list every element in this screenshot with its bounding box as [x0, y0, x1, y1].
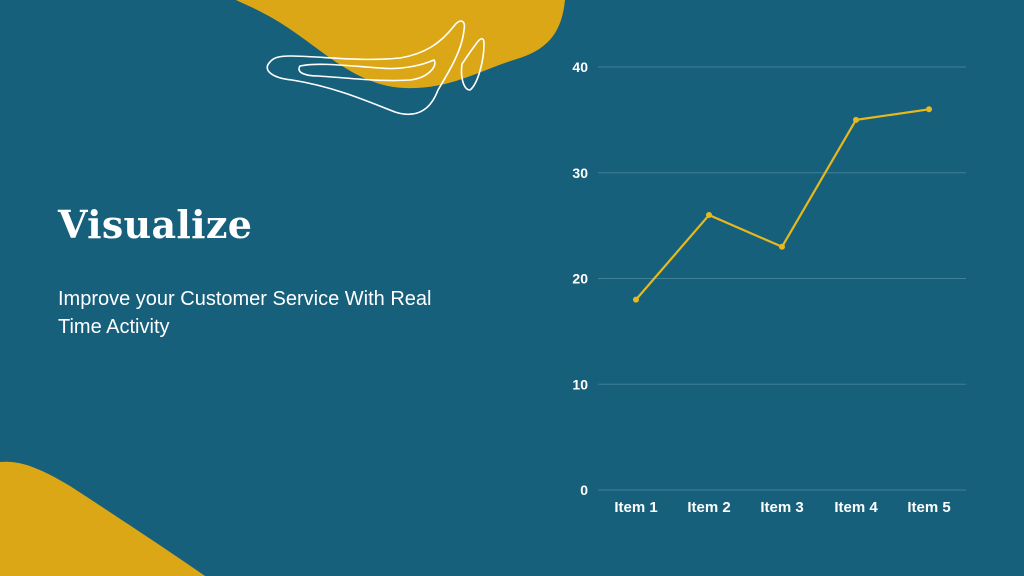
slide-subtitle: Improve your Customer Service With Real … — [58, 288, 432, 338]
data-point — [926, 106, 932, 113]
x-tick-label: Item 3 — [760, 499, 803, 516]
x-tick-label: Item 4 — [834, 499, 878, 516]
x-tick-label: Item 1 — [614, 499, 657, 516]
data-point — [706, 212, 712, 219]
x-tick-label: Item 2 — [687, 499, 730, 516]
slide-title: Visualize — [58, 202, 253, 247]
series-group — [633, 106, 932, 303]
y-tick-label: 0 — [580, 482, 588, 498]
bottom-left-blob — [0, 461, 205, 576]
hand-drawn-doodle — [266, 20, 485, 115]
y-tick-label: 10 — [572, 376, 588, 392]
data-point — [853, 116, 859, 123]
top-blob — [236, 0, 565, 89]
grid-lines — [598, 66, 966, 491]
y-tick-label: 20 — [572, 271, 588, 287]
data-point — [779, 243, 785, 250]
data-point — [633, 296, 639, 303]
y-tick-label: 30 — [572, 165, 588, 181]
y-axis-labels: 0 10 20 30 40 — [572, 59, 588, 498]
x-axis-labels: Item 1 Item 2 Item 3 Item 4 Item 5 — [614, 499, 950, 516]
series-line — [635, 108, 930, 301]
x-tick-label: Item 5 — [907, 499, 950, 516]
y-tick-label: 40 — [572, 59, 588, 75]
